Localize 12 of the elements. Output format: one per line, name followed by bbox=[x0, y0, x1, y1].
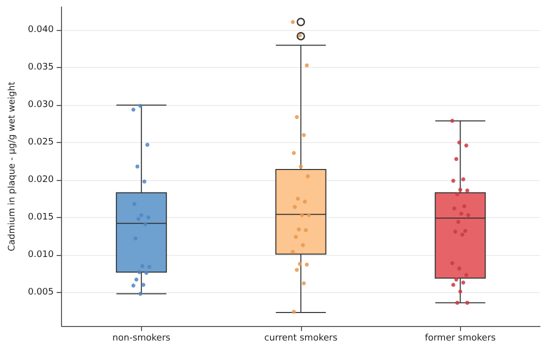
x-tick-label: current smokers bbox=[264, 334, 338, 344]
y-tick-label: 0.005 bbox=[28, 287, 54, 298]
x-tick-label: former smokers bbox=[424, 334, 496, 344]
y-tick-label: 0.040 bbox=[28, 25, 54, 36]
y-tick-label: 0.020 bbox=[28, 174, 54, 185]
y-tick-label: 0.010 bbox=[28, 250, 54, 260]
y-tick-label: 0.030 bbox=[28, 100, 54, 110]
y-tick-label: 0.015 bbox=[28, 212, 54, 222]
y-axis-title: Cadmium in plaque - µg/g wet weight bbox=[8, 81, 18, 252]
x-tick-label: non-smokers bbox=[112, 334, 171, 344]
y-tick-label: 0.025 bbox=[28, 138, 54, 148]
y-tick-label: 0.035 bbox=[28, 62, 54, 73]
